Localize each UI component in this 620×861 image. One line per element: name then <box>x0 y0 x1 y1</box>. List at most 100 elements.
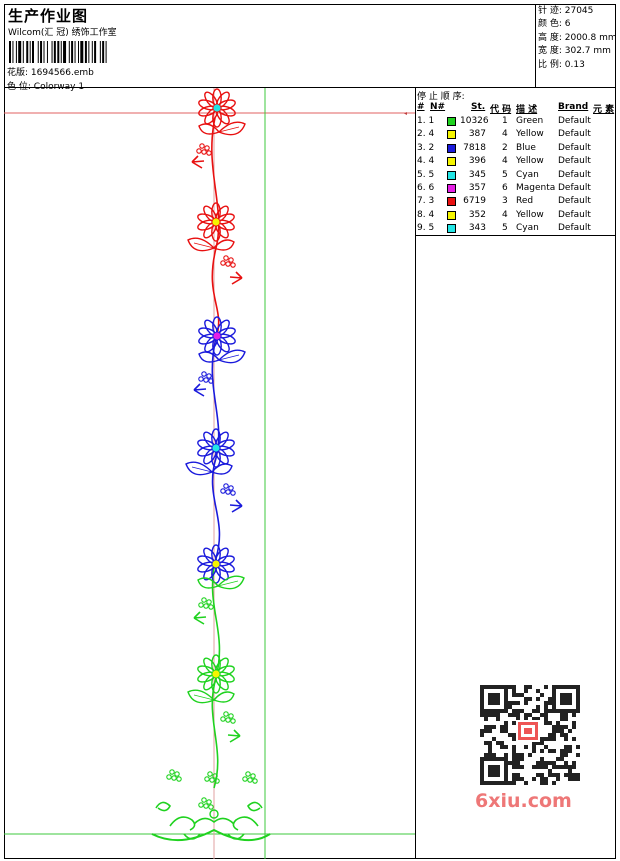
row-index: 2. 4 <box>417 129 435 140</box>
row-desc: Yellow <box>516 209 544 220</box>
table-row[interactable]: 4. 4 396 4 Yellow Default <box>416 155 616 168</box>
col-brand: Brand <box>558 102 589 112</box>
design-height: 高 度: 2000.8 mm <box>538 32 617 43</box>
color-swatch <box>447 184 456 193</box>
leaf-blue-1 <box>198 349 246 364</box>
red-stem <box>211 117 220 339</box>
colorway-value: Colorway 1 <box>33 82 85 92</box>
row-desc: Green <box>516 116 544 126</box>
stop-sequence-heading: 停 止 顺 序: <box>417 92 465 102</box>
row-brand: Default <box>558 209 591 220</box>
table-row[interactable]: 9. 5 343 5 Cyan Default <box>416 222 616 235</box>
row-code: 5 <box>502 169 508 180</box>
row-code: 1 <box>502 116 508 126</box>
leaf-red-1 <box>198 121 246 136</box>
color-swatch <box>447 117 456 126</box>
table-row[interactable]: 2. 4 387 4 Yellow Default <box>416 128 616 141</box>
table-row[interactable]: 6. 6 357 6 Magenta Default <box>416 182 616 195</box>
flower-red-2 <box>197 202 235 242</box>
row-code: 6 <box>502 183 508 193</box>
bud-green-4 <box>204 771 220 784</box>
sprig-red-2 <box>229 271 243 285</box>
sprig-blue-1 <box>193 383 207 397</box>
row-stitches: 352 <box>468 209 486 220</box>
bud-green-2 <box>220 711 236 724</box>
col-element: 元 素 <box>593 105 615 115</box>
row-desc: Cyan <box>516 223 539 234</box>
sprig-green-2 <box>227 729 241 743</box>
flower-green-1 <box>197 654 235 694</box>
row-code: 4 <box>502 209 508 220</box>
row-stitches: 387 <box>468 129 486 140</box>
bud-red-1 <box>196 143 212 156</box>
row-code: 2 <box>502 142 508 153</box>
colorway-line: 色 位: Colorway 1 <box>7 79 84 92</box>
floral-vine-design <box>151 88 271 842</box>
flower-blue-3 <box>197 544 235 584</box>
row-desc: Yellow <box>516 129 544 140</box>
table-row[interactable]: 1. 1 10326 1 Green Default <box>416 115 616 128</box>
row-index: 4. 4 <box>417 156 435 167</box>
row-stitches: 396 <box>468 156 486 167</box>
sprig-blue-2 <box>229 499 243 513</box>
bud-red-2 <box>220 255 236 268</box>
sprig-green-1 <box>193 611 207 625</box>
stop-sequence-panel: 停 止 顺 序: # N# St. 代 码 描 述 Brand 元 素 1. 1… <box>416 88 616 236</box>
row-index: 9. 5 <box>417 223 435 234</box>
color-swatch <box>447 197 456 207</box>
bud-green-6 <box>198 797 214 810</box>
col-index: # <box>417 102 425 112</box>
leaf-red-2 <box>187 237 235 252</box>
row-brand: Default <box>558 183 591 193</box>
pattern-value: 1694566.emb <box>30 68 94 78</box>
design-canvas[interactable]: ◂ <box>4 88 416 859</box>
color-swatch <box>447 157 456 167</box>
table-row[interactable]: 3. 2 7818 2 Blue Default <box>416 142 616 155</box>
row-index: 1. 1 <box>417 116 435 126</box>
bud-green-5 <box>242 771 258 784</box>
color-swatch <box>447 130 456 140</box>
row-stitches: 10326 <box>460 116 489 126</box>
row-stitches: 343 <box>468 223 486 234</box>
flower-blue-1 <box>198 316 236 356</box>
row-code: 4 <box>502 156 508 167</box>
embroidery-preview: ◂ <box>4 88 415 859</box>
row-brand: Default <box>558 156 591 167</box>
row-stitches: 357 <box>468 183 486 193</box>
leaf-green-1 <box>197 575 245 590</box>
table-row[interactable]: 7. 3 6719 3 Red Default <box>416 195 616 208</box>
row-brand: Default <box>558 169 591 180</box>
row-index: 8. 4 <box>417 209 435 220</box>
color-count: 颜 色: 6 <box>538 19 571 30</box>
table-row[interactable]: 8. 4 352 4 Yellow Default <box>416 209 616 222</box>
row-brand: Default <box>558 116 591 126</box>
bud-blue-2 <box>220 483 236 496</box>
design-scale: 比 例: 0.13 <box>538 59 585 70</box>
row-index: 7. 3 <box>417 196 435 207</box>
row-desc: Cyan <box>516 169 539 180</box>
svg-text:◂: ◂ <box>404 110 407 117</box>
row-index: 5. 5 <box>417 169 435 180</box>
col-stitches: St. <box>471 102 486 112</box>
row-desc: Red <box>516 196 534 207</box>
colorway-label: 色 位: <box>7 82 31 92</box>
qr-code <box>470 680 584 792</box>
page-title: 生产作业图 <box>8 7 89 25</box>
company-name: Wilcom(汇 冠) 绣饰工作室 <box>8 28 117 38</box>
flower-blue-2 <box>197 428 235 468</box>
col-desc: 描 述 <box>516 105 538 115</box>
table-row[interactable]: 5. 5 345 5 Cyan Default <box>416 169 616 182</box>
row-stitches: 345 <box>468 169 486 180</box>
table-header: # N# St. 代 码 描 述 Brand 元 素 <box>416 102 616 115</box>
pattern-line: 花版: 1694566.emb <box>7 65 94 78</box>
row-index: 6. 6 <box>417 183 435 193</box>
barcode <box>9 41 107 63</box>
row-index: 3. 2 <box>417 142 435 153</box>
leaf-blue-2 <box>185 461 233 476</box>
col-needle: N# <box>430 102 446 112</box>
row-desc: Magenta <box>516 183 556 193</box>
header-panel: 生产作业图 Wilcom(汇 冠) 绣饰工作室 花版: 1694566.emb … <box>4 4 536 92</box>
flower-red-1 <box>198 88 236 128</box>
color-swatch <box>447 143 456 153</box>
blue-stem <box>211 337 221 559</box>
